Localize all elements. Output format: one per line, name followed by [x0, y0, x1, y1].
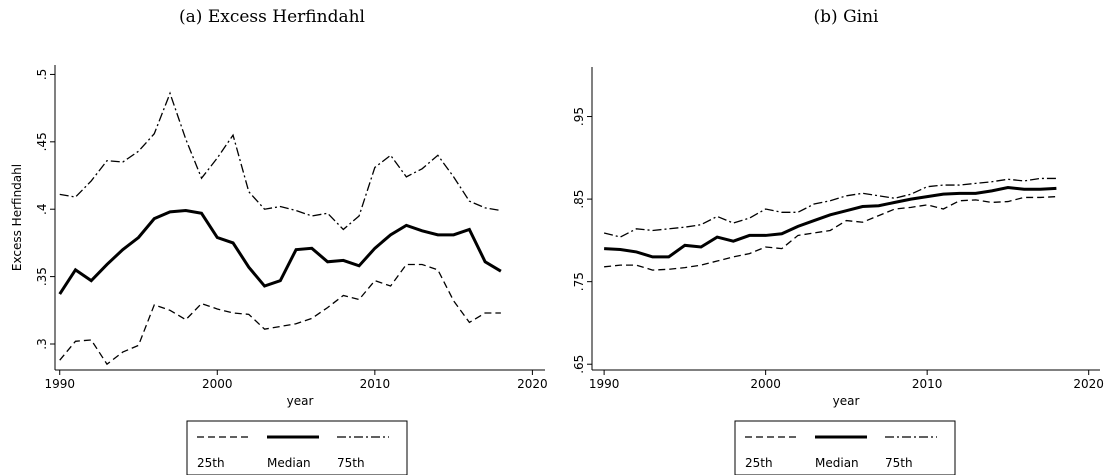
- x-tick-label: 2020: [1073, 377, 1104, 391]
- y-tick-label: .65: [572, 355, 586, 374]
- y-tick-label: .45: [35, 132, 49, 151]
- x-tick-label: 1990: [44, 377, 75, 391]
- legend-label: 25th: [197, 456, 225, 470]
- series-line: [58, 209, 502, 295]
- series-line: [604, 195, 1057, 271]
- legend-label: 75th: [885, 456, 913, 470]
- x-tick-label: 2020: [517, 377, 548, 391]
- x-axis-title: year: [287, 394, 314, 408]
- x-axis-title: year: [833, 394, 860, 408]
- series-line: [604, 186, 1057, 259]
- legend-label: Median: [267, 456, 311, 470]
- x-tick-label: 2000: [750, 377, 781, 391]
- series-line: [603, 177, 1057, 238]
- legend-box: [734, 420, 956, 475]
- x-tick-label: 2010: [360, 377, 391, 391]
- series-line: [59, 91, 501, 231]
- y-tick-label: .35: [35, 267, 49, 286]
- y-tick-label: .5: [35, 69, 49, 80]
- legend-box: [186, 420, 408, 475]
- y-tick-label: .85: [572, 190, 586, 209]
- y-tick-label: .95: [572, 107, 586, 126]
- x-tick-label: 2010: [912, 377, 943, 391]
- y-tick-label: .75: [572, 272, 586, 291]
- y-tick-label: .4: [35, 203, 49, 214]
- chart-title: (a) Excess Herfindahl: [179, 7, 365, 27]
- series-line: [59, 263, 501, 366]
- x-tick-label: 2000: [202, 377, 233, 391]
- x-tick-label: 1990: [589, 377, 620, 391]
- chart-title: (b) Gini: [814, 7, 880, 27]
- y-axis-title: Excess Herfindahl: [10, 164, 24, 271]
- legend-label: Median: [815, 456, 859, 470]
- legend-label: 75th: [337, 456, 365, 470]
- legend-label: 25th: [745, 456, 773, 470]
- y-tick-label: .3: [35, 338, 49, 349]
